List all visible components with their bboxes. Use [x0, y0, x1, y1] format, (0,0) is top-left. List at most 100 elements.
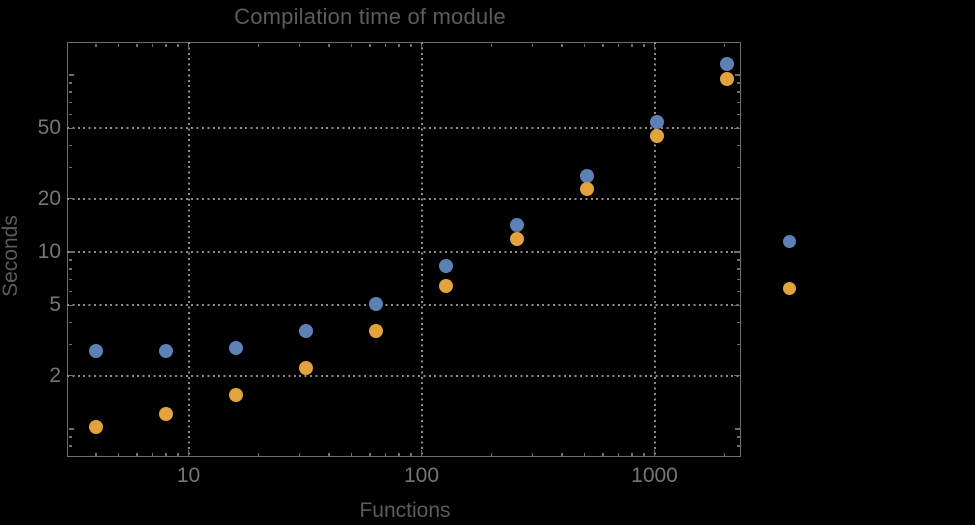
x-tick-mark [328, 43, 330, 47]
y-tick-mark [736, 290, 740, 293]
x-tick-mark [177, 452, 179, 456]
y-tick-mark [736, 101, 740, 104]
x-tick-mark [617, 452, 620, 456]
y-tick-mark [736, 259, 740, 261]
y-tick-mark [68, 251, 75, 253]
gridline-horizontal [67, 197, 741, 200]
x-tick-mark [420, 449, 423, 456]
x-tick-label: 10 [176, 464, 201, 487]
y-tick-mark [736, 436, 740, 438]
x-tick-mark [398, 452, 400, 456]
data-point [720, 57, 735, 72]
plot-frame [67, 42, 741, 457]
x-tick-mark [653, 43, 656, 50]
x-tick-mark [561, 452, 563, 456]
y-tick-mark [736, 91, 740, 93]
y-tick-mark [736, 268, 740, 270]
x-tick-mark [369, 452, 371, 456]
x-tick-mark [531, 452, 534, 456]
legend-marker [782, 281, 796, 295]
y-tick-mark [733, 127, 740, 130]
y-tick-label: 5 [49, 293, 61, 317]
x-tick-mark [151, 43, 154, 47]
x-tick-mark [653, 449, 656, 456]
x-tick-mark [583, 452, 586, 456]
y-tick-mark [736, 278, 740, 281]
y-tick-mark [68, 445, 72, 447]
x-tick-mark [723, 452, 726, 456]
x-tick-mark [631, 43, 633, 47]
x-tick-mark [583, 43, 586, 47]
gridline-horizontal [67, 251, 741, 253]
y-tick-label: 20 [37, 186, 61, 210]
x-tick-mark [117, 452, 120, 456]
y-tick-mark [736, 343, 740, 346]
data-point [649, 129, 664, 144]
y-tick-mark [68, 259, 72, 261]
y-tick-mark [68, 278, 72, 281]
data-point [509, 232, 524, 247]
y-tick-mark [68, 144, 72, 147]
x-tick-mark [723, 43, 726, 47]
y-tick-mark [733, 251, 740, 253]
y-tick-mark [734, 428, 740, 430]
y-tick-mark [733, 197, 740, 200]
y-tick-mark [68, 321, 72, 324]
data-point [88, 419, 103, 434]
x-tick-mark [369, 43, 371, 47]
y-tick-label: 50 [37, 116, 61, 140]
x-tick-mark [257, 43, 260, 47]
x-tick-mark [298, 452, 301, 456]
x-axis-label: Functions [359, 499, 451, 522]
chart-title: Compilation time of module [234, 4, 506, 29]
y-tick-mark [736, 166, 740, 169]
x-tick-mark [420, 43, 423, 50]
x-tick-mark [602, 452, 604, 456]
x-tick-mark [490, 43, 493, 47]
y-tick-mark [68, 101, 72, 104]
data-point [369, 297, 384, 312]
x-tick-mark [95, 452, 97, 456]
y-tick-mark [68, 374, 75, 377]
data-point [579, 182, 594, 197]
y-tick-mark [733, 304, 740, 307]
x-tick-mark [136, 43, 138, 47]
y-tick-mark [68, 82, 72, 84]
x-tick-mark [398, 43, 400, 47]
x-tick-mark [328, 452, 330, 456]
data-point [649, 115, 664, 130]
data-point [439, 259, 454, 274]
data-point [579, 168, 594, 183]
x-tick-mark [602, 43, 604, 47]
y-tick-mark [68, 343, 72, 346]
x-tick-mark [187, 43, 190, 50]
y-tick-mark [68, 268, 72, 270]
x-tick-mark [631, 452, 633, 456]
y-tick-mark [68, 74, 74, 76]
y-tick-mark [736, 445, 740, 447]
x-tick-mark [617, 43, 620, 47]
x-tick-mark [117, 43, 120, 47]
data-point [229, 388, 244, 403]
y-tick-mark [736, 113, 740, 116]
data-point [509, 217, 524, 232]
y-tick-mark [734, 74, 740, 76]
gridline-vertical [187, 42, 190, 457]
y-axis-label: Seconds [0, 215, 22, 297]
x-tick-mark [151, 452, 154, 456]
y-tick-mark [736, 82, 740, 84]
x-tick-mark [187, 449, 190, 456]
y-tick-mark [68, 428, 74, 430]
legend-marker [782, 234, 796, 248]
y-tick-mark [68, 304, 75, 307]
x-tick-mark [298, 43, 301, 47]
x-tick-mark [531, 43, 534, 47]
y-tick-mark [68, 436, 72, 438]
x-tick-mark [350, 452, 353, 456]
data-point [229, 340, 244, 355]
y-tick-label: 2 [49, 363, 61, 387]
x-tick-label: 1000 [631, 464, 678, 487]
gridline-vertical [420, 42, 423, 457]
x-tick-mark [165, 43, 167, 47]
